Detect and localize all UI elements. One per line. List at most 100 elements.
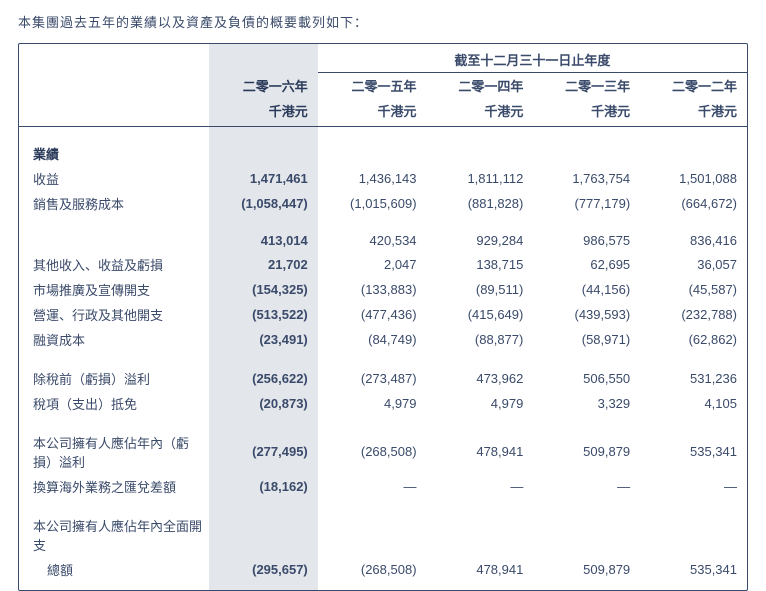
perf-heading: 業績	[19, 141, 209, 166]
cell: (664,672)	[640, 191, 747, 216]
cell: 138,715	[427, 252, 534, 277]
table-row: 銷售及服務成本 (1,058,447) (1,015,609) (881,828…	[19, 191, 747, 216]
unit-col-3: 千港元	[533, 98, 640, 127]
table-row: 收益 1,471,461 1,436,143 1,811,112 1,763,7…	[19, 166, 747, 191]
cell: (477,436)	[318, 302, 427, 327]
cell: (1,058,447)	[209, 191, 318, 216]
header-blank-highlight	[209, 44, 318, 73]
year-col-1: 二零一五年	[318, 73, 427, 99]
table-row: 本公司擁有人應佔年內全面開支	[19, 513, 747, 557]
row-label: 本公司擁有人應佔年內（虧損）溢利	[19, 430, 209, 474]
cell: —	[533, 474, 640, 499]
cell: —	[640, 474, 747, 499]
cell: (20,873)	[209, 391, 318, 416]
table-row: 總額 (295,657) (268,508) 478,941 509,879 5…	[19, 557, 747, 582]
cell: (154,325)	[209, 277, 318, 302]
cell: (268,508)	[318, 430, 427, 474]
table-row: 市場推廣及宣傳開支 (154,325) (133,883) (89,511) (…	[19, 277, 747, 302]
unit-col-4: 千港元	[640, 98, 747, 127]
cell: (439,593)	[533, 302, 640, 327]
cell: 21,702	[209, 252, 318, 277]
perf-heading-row: 業績	[19, 141, 747, 166]
year-col-4: 二零一二年	[640, 73, 747, 99]
cell: 36,057	[640, 252, 747, 277]
cell: 929,284	[427, 230, 534, 252]
table-row: 本公司擁有人應佔年內（虧損）溢利 (277,495) (268,508) 478…	[19, 430, 747, 474]
row-label: 市場推廣及宣傳開支	[19, 277, 209, 302]
cell: (89,511)	[427, 277, 534, 302]
cell: (62,862)	[640, 327, 747, 352]
cell: (58,971)	[533, 327, 640, 352]
cell: 4,979	[318, 391, 427, 416]
cell: (256,622)	[209, 366, 318, 391]
year-header-blank	[19, 73, 209, 99]
table-row: 稅項（支出）抵免 (20,873) 4,979 4,979 3,329 4,10…	[19, 391, 747, 416]
row-label: 銷售及服務成本	[19, 191, 209, 216]
cell: —	[427, 474, 534, 499]
period-header: 截至十二月三十一日止年度	[318, 44, 747, 73]
cell: 1,436,143	[318, 166, 427, 191]
cell: (1,015,609)	[318, 191, 427, 216]
table-row: 營運、行政及其他開支 (513,522) (477,436) (415,649)…	[19, 302, 747, 327]
cell: 62,695	[533, 252, 640, 277]
row-label: 總額	[19, 557, 209, 582]
table-row: 換算海外業務之匯兌差額 (18,162) — — — —	[19, 474, 747, 499]
intro-text: 本集團過去五年的業績以及資產及負債的概要載列如下：	[18, 12, 748, 31]
table-row: 除稅前（虧損）溢利 (256,622) (273,487) 473,962 50…	[19, 366, 747, 391]
cell: 3,329	[533, 391, 640, 416]
year-col-2: 二零一四年	[427, 73, 534, 99]
cell: 478,941	[427, 430, 534, 474]
row-label: 本公司擁有人應佔年內全面開支	[19, 513, 209, 557]
row-label: 除稅前（虧損）溢利	[19, 366, 209, 391]
cell: (295,657)	[209, 557, 318, 582]
row-label: 其他收入、收益及虧損	[19, 252, 209, 277]
cell: 531,236	[640, 366, 747, 391]
cell: 535,341	[640, 557, 747, 582]
cell: (18,162)	[209, 474, 318, 499]
year-col-3: 二零一三年	[533, 73, 640, 99]
unit-col-1: 千港元	[318, 98, 427, 127]
table-row: 其他收入、收益及虧損 21,702 2,047 138,715 62,695 3…	[19, 252, 747, 277]
cell: 478,941	[427, 557, 534, 582]
row-label: 稅項（支出）抵免	[19, 391, 209, 416]
cell: 986,575	[533, 230, 640, 252]
row-label: 營運、行政及其他開支	[19, 302, 209, 327]
cell: 1,763,754	[533, 166, 640, 191]
cell: 1,471,461	[209, 166, 318, 191]
cell: (513,522)	[209, 302, 318, 327]
cell: 4,105	[640, 391, 747, 416]
cell: 2,047	[318, 252, 427, 277]
table-row: 融資成本 (23,491) (84,749) (88,877) (58,971)…	[19, 327, 747, 352]
unit-col-2: 千港元	[427, 98, 534, 127]
cell: 509,879	[533, 557, 640, 582]
row-label: 換算海外業務之匯兌差額	[19, 474, 209, 499]
cell: (45,587)	[640, 277, 747, 302]
cell: (88,877)	[427, 327, 534, 352]
cell: 535,341	[640, 430, 747, 474]
cell: 473,962	[427, 366, 534, 391]
cell: 413,014	[209, 230, 318, 252]
cell: (415,649)	[427, 302, 534, 327]
cell: 509,879	[533, 430, 640, 474]
cell: 420,534	[318, 230, 427, 252]
cell: (84,749)	[318, 327, 427, 352]
cell: (23,491)	[209, 327, 318, 352]
financial-table: 截至十二月三十一日止年度 二零一六年 二零一五年 二零一四年 二零一三年 二零一…	[19, 44, 747, 590]
cell: (273,487)	[318, 366, 427, 391]
financial-table-container: 截至十二月三十一日止年度 二零一六年 二零一五年 二零一四年 二零一三年 二零一…	[18, 43, 748, 591]
cell: (44,156)	[533, 277, 640, 302]
subtotal-row: 413,014 420,534 929,284 986,575 836,416	[19, 230, 747, 252]
cell: (277,495)	[209, 430, 318, 474]
year-col-0: 二零一六年	[209, 73, 318, 99]
cell: 4,979	[427, 391, 534, 416]
cell: (777,179)	[533, 191, 640, 216]
unit-col-0: 千港元	[209, 98, 318, 127]
row-label: 融資成本	[19, 327, 209, 352]
cell: (268,508)	[318, 557, 427, 582]
unit-blank	[19, 98, 209, 127]
row-label: 收益	[19, 166, 209, 191]
header-blank	[19, 44, 209, 73]
cell: 1,811,112	[427, 166, 534, 191]
cell: (881,828)	[427, 191, 534, 216]
cell: —	[318, 474, 427, 499]
